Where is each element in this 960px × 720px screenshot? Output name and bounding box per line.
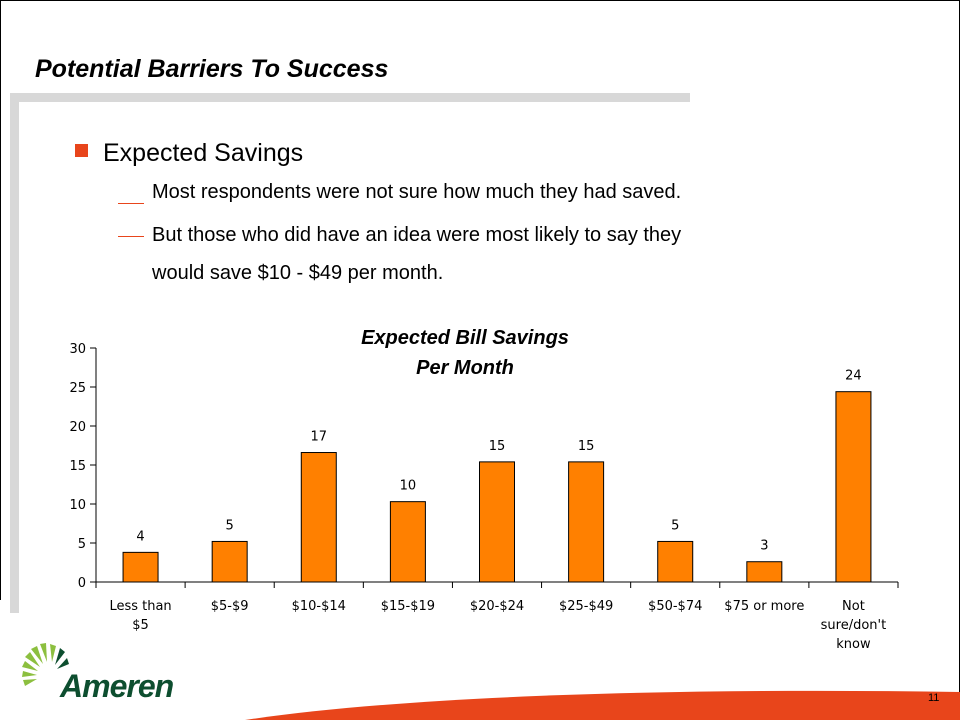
sub-bullet-1: Most respondents were not sure how much … xyxy=(152,181,682,203)
x-tick-label: know xyxy=(836,637,871,652)
logo-wordmark: Ameren xyxy=(60,668,174,704)
data-label: 5 xyxy=(226,518,234,533)
bar xyxy=(300,452,337,583)
page-number: 11 xyxy=(928,692,940,704)
x-tick-label: Not xyxy=(842,599,865,614)
data-label: 15 xyxy=(578,439,595,454)
side-rule xyxy=(10,93,19,613)
data-label: 5 xyxy=(671,518,679,533)
sub-bullet-2: But those who did have an idea were most… xyxy=(152,224,682,246)
chart-title-line-1: Expected Bill Savings xyxy=(361,327,569,349)
data-label: 15 xyxy=(489,439,506,454)
x-tick-label: $75 or more xyxy=(724,599,804,614)
data-label: 24 xyxy=(845,369,862,384)
bar xyxy=(389,501,426,583)
bar xyxy=(122,551,159,583)
y-tick-label: 15 xyxy=(69,459,86,474)
x-tick-label: $15-$19 xyxy=(381,599,435,614)
y-tick-label: 25 xyxy=(69,381,86,396)
bar xyxy=(657,540,694,583)
x-tick-label: $10-$14 xyxy=(292,599,346,614)
title-underline xyxy=(10,93,690,102)
footer-swoosh xyxy=(245,690,960,720)
frame-left-border xyxy=(0,0,1,600)
bar xyxy=(568,461,605,583)
sub-bullet-2-continued: would save $10 - $49 per month. xyxy=(152,262,444,284)
x-tick-label: $50-$74 xyxy=(648,599,702,614)
ameren-logo-icon xyxy=(22,643,69,686)
bar xyxy=(479,461,515,583)
chart-title-line-2: Per Month xyxy=(416,357,514,379)
y-tick-label: 5 xyxy=(78,537,86,552)
x-tick-label: $5 xyxy=(132,618,149,633)
y-tick-label: 10 xyxy=(69,498,86,513)
data-label: 10 xyxy=(400,479,417,494)
y-tick-label: 30 xyxy=(69,342,86,357)
y-tick-label: 20 xyxy=(69,420,86,435)
data-label: 3 xyxy=(760,539,768,554)
bar xyxy=(746,561,783,583)
bar-chart: 0 5 10 15 20 25 30 4 Less than $5 5 $5-$9 17 $10-$14 1… xyxy=(69,342,899,652)
bar xyxy=(211,540,248,583)
x-tick-label: $25-$49 xyxy=(559,599,613,614)
data-label: 4 xyxy=(136,529,144,544)
y-tick-label: 0 xyxy=(78,576,86,591)
bullet-square-icon xyxy=(75,144,88,157)
frame-top-border xyxy=(0,0,959,1)
x-tick-label: $20-$24 xyxy=(470,599,524,614)
data-label: 17 xyxy=(311,430,328,445)
bar xyxy=(835,391,872,583)
x-tick-label: $5-$9 xyxy=(211,599,249,614)
sub-bullet-dash-icon xyxy=(118,203,144,204)
sub-bullet-dash-icon xyxy=(118,236,144,237)
bullet-heading: Expected Savings xyxy=(103,139,304,167)
slide-title: Potential Barriers To Success xyxy=(35,55,389,83)
x-tick-label: Less than xyxy=(109,599,171,614)
x-tick-label: sure/don't xyxy=(821,618,887,633)
